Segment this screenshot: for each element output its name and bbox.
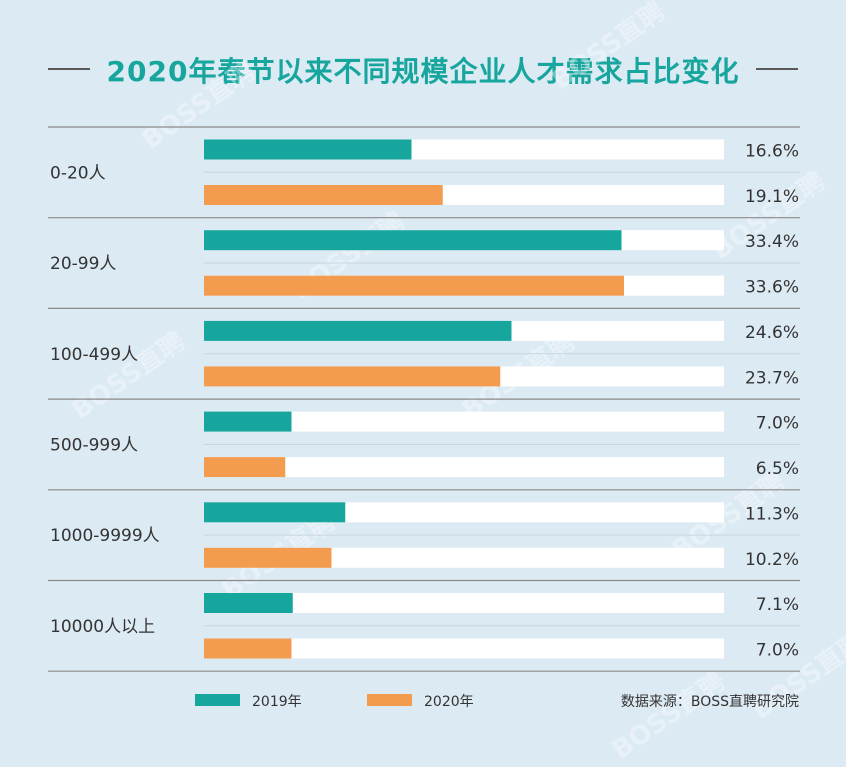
category-label-1: 20-99人 — [50, 254, 116, 274]
title-area: 2020年春节以来不同规模企业人才需求占比变化 — [0, 48, 846, 88]
bar-0-0 — [204, 139, 412, 160]
bar-1-5 — [204, 638, 292, 659]
value-label-1-0: 19.1% — [745, 187, 799, 207]
bar-track-0-5 — [204, 593, 724, 613]
value-label-1-3: 6.5% — [756, 459, 799, 479]
bar-1-3 — [204, 457, 286, 478]
value-label-1-1: 33.6% — [745, 278, 799, 298]
value-label-0-1: 33.4% — [745, 232, 799, 252]
legend-swatch-0 — [195, 694, 240, 706]
bar-0-5 — [204, 593, 293, 613]
bar-1-0 — [204, 185, 443, 205]
category-label-3: 500-999人 — [50, 435, 138, 455]
legend-swatch-1 — [367, 694, 412, 706]
legend-label-0: 2019年 — [252, 694, 302, 710]
bar-1-4 — [204, 547, 332, 568]
legend-label-1: 2020年 — [424, 694, 474, 710]
chart-title: 2020年春节以来不同规模企业人才需求占比变化 — [106, 55, 740, 88]
bar-0-4 — [204, 502, 346, 523]
bar-0-3 — [204, 411, 292, 432]
bar-track-0-3 — [204, 411, 724, 432]
bar-1-2 — [204, 366, 501, 387]
category-label-5: 10000人以上 — [50, 617, 155, 637]
bar-0-2 — [204, 320, 512, 341]
category-label-0: 0-20人 — [50, 163, 106, 183]
value-label-0-0: 16.6% — [745, 142, 799, 162]
bar-1-1 — [204, 275, 624, 296]
value-label-1-5: 7.0% — [756, 641, 799, 661]
source-note: 数据来源：BOSS直聘研究院 — [621, 693, 799, 710]
value-label-1-4: 10.2% — [745, 550, 799, 570]
title-left-rule — [48, 68, 90, 70]
watermark-1: BOSS直聘 — [547, 0, 671, 96]
value-label-0-2: 24.6% — [745, 323, 799, 343]
category-label-2: 100-499人 — [50, 345, 138, 365]
value-label-1-2: 23.7% — [745, 368, 799, 388]
bar-track-1-4 — [204, 547, 724, 568]
watermark-4: BOSS直聘 — [67, 326, 191, 425]
value-label-0-3: 7.0% — [756, 414, 799, 434]
bar-0-1 — [204, 230, 622, 251]
bar-track-1-3 — [204, 457, 724, 478]
value-label-0-5: 7.1% — [756, 595, 799, 615]
title-right-rule — [756, 68, 798, 70]
bar-track-1-5 — [204, 638, 724, 659]
category-label-4: 1000-9999人 — [50, 526, 160, 546]
watermark-9: BOSS直聘 — [607, 666, 731, 765]
value-label-0-4: 11.3% — [745, 504, 799, 524]
